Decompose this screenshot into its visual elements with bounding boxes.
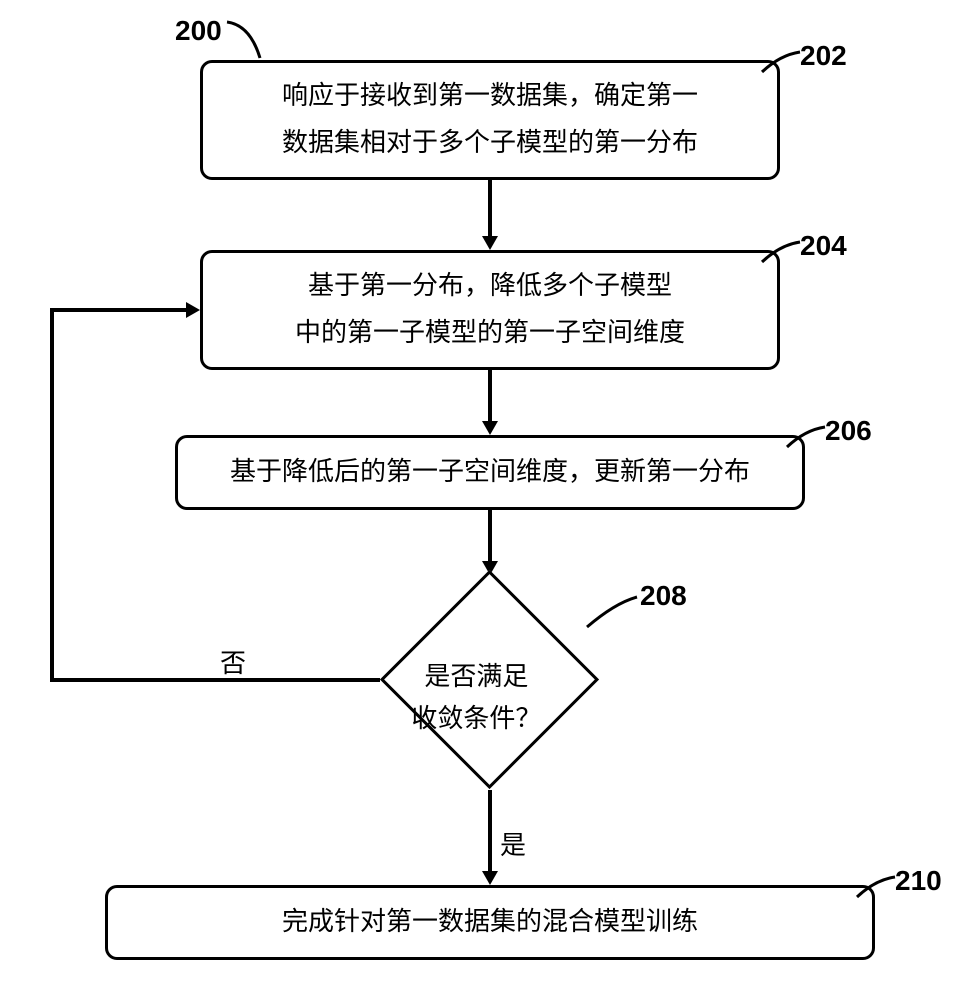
main-label-curve — [225, 20, 275, 60]
arrow-204-206 — [488, 370, 492, 421]
loopback-h2 — [50, 308, 186, 312]
arrow-head-204-206 — [482, 421, 498, 435]
node-210-curve — [855, 875, 900, 900]
node-208-label: 208 — [640, 580, 687, 612]
edge-label-yes: 是 — [500, 825, 526, 862]
node-208-line2: 收敛条件？ — [376, 698, 576, 740]
node-206-label: 206 — [825, 415, 872, 447]
loopback-v — [50, 308, 54, 682]
node-206-line1: 基于降低后的第一子空间维度，更新第一分布 — [230, 449, 750, 496]
arrow-head-202-204 — [482, 236, 498, 250]
edge-label-no: 否 — [220, 643, 246, 680]
node-206: 基于降低后的第一子空间维度，更新第一分布 — [175, 435, 805, 510]
node-204: 基于第一分布，降低多个子模型 中的第一子模型的第一子空间维度 — [200, 250, 780, 370]
node-210-label: 210 — [895, 865, 942, 897]
arrow-206-208 — [488, 510, 492, 561]
node-210: 完成针对第一数据集的混合模型训练 — [105, 885, 875, 960]
node-202-line1: 响应于接收到第一数据集，确定第一 — [282, 73, 698, 120]
node-202: 响应于接收到第一数据集，确定第一 数据集相对于多个子模型的第一分布 — [200, 60, 780, 180]
node-204-line1: 基于第一分布，降低多个子模型 — [295, 263, 685, 310]
diagram-label: 200 — [175, 15, 222, 47]
node-208-line1: 是否满足 — [376, 656, 576, 698]
arrow-208-210 — [488, 790, 492, 871]
node-210-line1: 完成针对第一数据集的混合模型训练 — [282, 899, 698, 946]
loopback-h1 — [50, 678, 380, 682]
node-204-line2: 中的第一子模型的第一子空间维度 — [295, 310, 685, 357]
arrow-head-loopback — [186, 302, 200, 318]
node-202-curve — [760, 50, 805, 75]
node-208: 是否满足 收敛条件？ — [380, 570, 599, 789]
node-204-label: 204 — [800, 230, 847, 262]
node-202-label: 202 — [800, 40, 847, 72]
node-202-line2: 数据集相对于多个子模型的第一分布 — [282, 120, 698, 167]
arrow-202-204 — [488, 180, 492, 236]
node-206-curve — [785, 425, 830, 450]
node-204-curve — [760, 240, 805, 265]
node-208-curve — [585, 595, 640, 630]
arrow-head-208-210 — [482, 871, 498, 885]
